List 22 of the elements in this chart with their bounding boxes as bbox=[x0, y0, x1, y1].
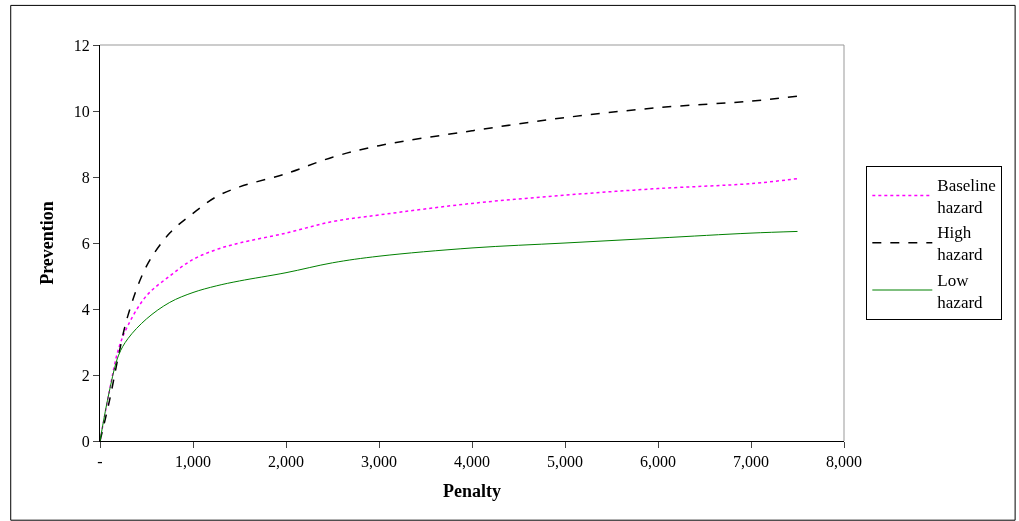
y-tick-label: 12 bbox=[73, 36, 90, 54]
line-series bbox=[100, 230, 798, 441]
x-tick-label: 4,000 bbox=[454, 453, 490, 471]
x-tick-label: 8,000 bbox=[826, 453, 862, 471]
legend-label: Baseline hazard bbox=[937, 176, 996, 218]
y-tick-label: 2 bbox=[81, 366, 90, 384]
y-tick-label: 4 bbox=[81, 300, 90, 318]
y-tick-label: 6 bbox=[81, 234, 90, 252]
y-tick-label: 10 bbox=[73, 102, 90, 120]
y-tick-label: 0 bbox=[81, 432, 90, 450]
legend-label: High hazard bbox=[937, 223, 984, 265]
x-tick-label: 2,000 bbox=[268, 453, 304, 471]
x-tick-label: 6,000 bbox=[640, 453, 676, 471]
x-axis-title: Penalty bbox=[443, 481, 501, 502]
x-tick-label: - bbox=[97, 453, 103, 471]
x-tick-label: 3,000 bbox=[361, 453, 397, 471]
legend-label: Low hazard bbox=[937, 270, 984, 312]
x-tick-label: 1,000 bbox=[175, 453, 211, 471]
x-tick-label: 5,000 bbox=[547, 453, 583, 471]
y-axis-title: Prevention bbox=[37, 201, 57, 285]
x-tick-label: 7,000 bbox=[733, 453, 769, 471]
y-tick-label: 8 bbox=[81, 168, 90, 186]
